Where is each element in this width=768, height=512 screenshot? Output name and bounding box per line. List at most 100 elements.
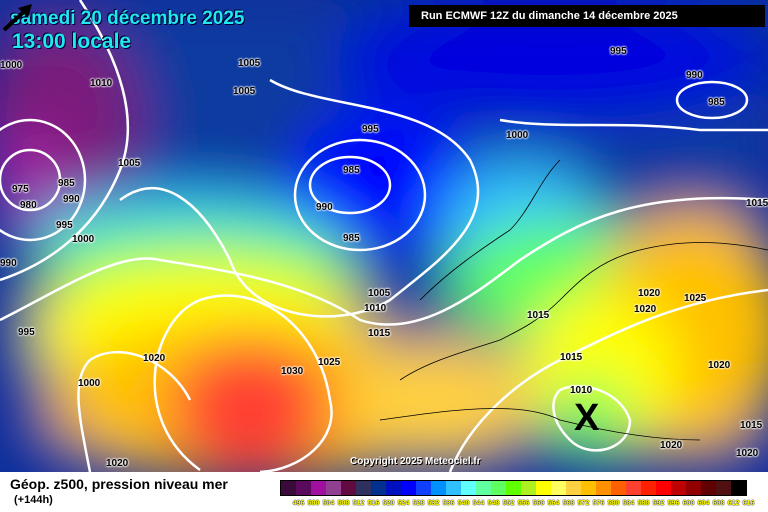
- color-scale-label: 500: [307, 500, 320, 507]
- isobar-label: 1020: [638, 288, 661, 299]
- isobar-label: 985: [343, 165, 360, 176]
- color-scale-label: 540: [457, 500, 470, 507]
- isobar-label: 1005: [238, 58, 261, 69]
- color-scale-label: 532: [427, 500, 440, 507]
- color-scale-label: 512: [352, 500, 365, 507]
- color-scale-label: 544: [472, 500, 485, 507]
- lead-time: (+144h): [14, 494, 53, 506]
- isobar-label: 1000: [72, 234, 95, 245]
- isobar-label: 995: [18, 327, 35, 338]
- isobar-label: 1020: [634, 304, 657, 315]
- isobar-label: 1020: [736, 448, 759, 459]
- color-swatch: [551, 481, 566, 495]
- isobar-label: 995: [610, 46, 627, 57]
- forecast-time: 13:00 locale: [12, 30, 132, 53]
- color-swatch: [626, 481, 641, 495]
- isobar-label: 1015: [746, 198, 768, 209]
- color-swatch: [461, 481, 476, 495]
- isobar-label: 1010: [364, 303, 387, 314]
- isobar-label: 990: [63, 194, 80, 205]
- isobar-label: 1020: [708, 360, 731, 371]
- copyright: Copyright 2025 Meteociel.fr: [350, 456, 481, 467]
- color-scale: [280, 480, 747, 496]
- isobar-label: 1015: [527, 310, 550, 321]
- isobar-label: 985: [708, 97, 725, 108]
- color-scale-label: 556: [517, 500, 530, 507]
- isobar-label: 1005: [368, 288, 391, 299]
- color-swatch: [611, 481, 626, 495]
- isobar-label: 1005: [118, 158, 141, 169]
- isobar-label: 1025: [318, 357, 341, 368]
- color-swatch: [656, 481, 671, 495]
- isobar-label: 1000: [506, 130, 529, 141]
- color-swatch: [671, 481, 686, 495]
- color-scale-label: 516: [367, 500, 380, 507]
- isobar-label: 1010: [90, 78, 113, 89]
- color-swatch: [641, 481, 656, 495]
- color-scale-label: 548: [487, 500, 500, 507]
- color-scale-label: 524: [397, 500, 410, 507]
- isobar-label: 990: [686, 70, 703, 81]
- coastlines: [379, 159, 768, 441]
- forecast-date: samedi 20 décembre 2025: [10, 8, 245, 29]
- color-swatch: [521, 481, 536, 495]
- color-swatch: [731, 481, 746, 495]
- isobar-label: 1025: [684, 293, 707, 304]
- color-swatch: [716, 481, 731, 495]
- color-scale-label: 608: [712, 500, 725, 507]
- color-swatch: [686, 481, 701, 495]
- color-scale-label: 528: [412, 500, 425, 507]
- color-scale-label: 592: [652, 500, 665, 507]
- color-swatch: [311, 481, 326, 495]
- isobar-label: 1030: [281, 366, 304, 377]
- low-pressure-marker: X: [574, 397, 600, 439]
- isobar-label: 1015: [560, 352, 583, 363]
- color-swatch: [416, 481, 431, 495]
- isobar-label: 1020: [143, 353, 166, 364]
- isobar-label: 1000: [0, 60, 23, 71]
- color-scale-label: 572: [577, 500, 590, 507]
- color-scale-label: 520: [382, 500, 395, 507]
- color-swatch: [506, 481, 521, 495]
- color-scale-label: 564: [547, 500, 560, 507]
- color-swatch: [371, 481, 386, 495]
- color-scale-label: 604: [697, 500, 710, 507]
- isobar-label: 1015: [368, 328, 391, 339]
- color-swatch: [326, 481, 341, 495]
- color-scale-label: 568: [562, 500, 575, 507]
- color-swatch: [296, 481, 311, 495]
- isobar-label: 985: [58, 178, 75, 189]
- color-swatch: [596, 481, 611, 495]
- isobar-label: 1005: [233, 86, 256, 97]
- color-scale-label: 584: [622, 500, 635, 507]
- isobar-label: 985: [343, 233, 360, 244]
- isobar-label: 995: [362, 124, 379, 135]
- isobar-label: 1020: [660, 440, 683, 451]
- isobar-label: 980: [20, 200, 37, 211]
- color-scale-labels: 496 500 504 508 512 516 520 524 528 532 536 540 544 5…: [291, 500, 756, 507]
- color-scale-label: 536: [442, 500, 455, 507]
- color-swatch: [491, 481, 506, 495]
- color-swatch: [386, 481, 401, 495]
- color-scale-label: 580: [607, 500, 620, 507]
- isobar-label: 990: [316, 202, 333, 213]
- color-swatch: [701, 481, 716, 495]
- color-swatch: [446, 481, 461, 495]
- legend-bar: Géop. z500, pression niveau mer (+144h) …: [0, 472, 768, 512]
- geopotential-field: [0, 0, 768, 472]
- isobar-label: 990: [0, 258, 17, 269]
- color-scale-label: 576: [592, 500, 605, 507]
- isobar-label: 1015: [740, 420, 763, 431]
- color-scale-label: 496: [292, 500, 305, 507]
- isobar-label: 995: [56, 220, 73, 231]
- isobar-label: 1020: [106, 458, 129, 469]
- color-swatch: [536, 481, 551, 495]
- color-scale-label: 508: [337, 500, 350, 507]
- color-swatch: [281, 481, 296, 495]
- color-swatch: [431, 481, 446, 495]
- color-swatch: [566, 481, 581, 495]
- model-run-label: Run ECMWF 12Z du dimanche 14 décembre 20…: [409, 5, 765, 27]
- color-scale-label: 588: [637, 500, 650, 507]
- color-swatch: [476, 481, 491, 495]
- isobar-label: 1010: [570, 385, 593, 396]
